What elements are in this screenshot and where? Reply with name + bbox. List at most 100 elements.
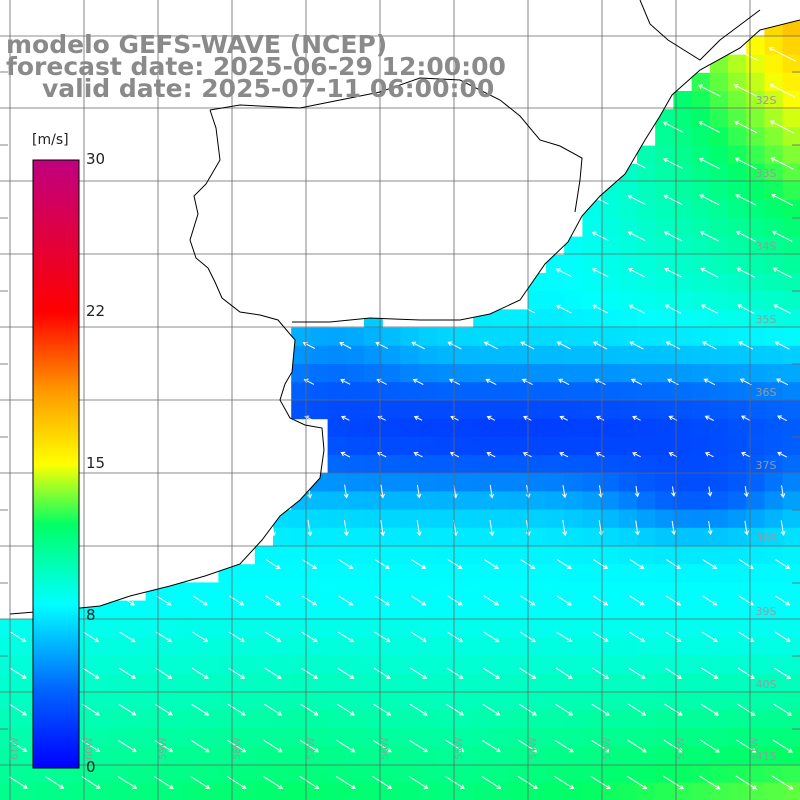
wind-speed-cell (527, 509, 547, 529)
lat-label: 37S (756, 459, 777, 472)
wind-speed-cell (546, 764, 565, 784)
wind-arrow (592, 341, 608, 350)
wind-speed-cell (746, 473, 765, 492)
wind-arrow (559, 415, 568, 421)
wind-speed-cell (655, 291, 674, 310)
wind-speed-cell (509, 673, 529, 693)
wind-speed-cell (382, 764, 401, 784)
wind-speed-cell (764, 218, 784, 238)
wind-speed-cell (637, 564, 656, 583)
wind-speed-cell (691, 600, 711, 620)
wind-speed-cell (582, 782, 602, 800)
wind-speed-cell (655, 491, 674, 511)
wind-speed-cell (91, 637, 110, 656)
wind-speed-cell (345, 673, 365, 693)
wind-speed-cell (728, 673, 747, 693)
wind-arrow (772, 267, 792, 278)
wind-speed-cell (491, 436, 511, 456)
wind-speed-cell (691, 145, 711, 165)
wind-speed-cell (400, 527, 420, 547)
wind-arrow (483, 595, 500, 606)
wind-speed-cell (509, 473, 529, 492)
wind-speed-cell (655, 746, 674, 765)
wind-arrow (9, 703, 28, 716)
wind-speed-cell (382, 436, 401, 456)
wind-speed-cell (564, 673, 583, 693)
wind-arrow (155, 631, 172, 643)
wind-speed-cell (382, 473, 401, 492)
wind-speed-cell (527, 564, 547, 583)
wind-speed-cell (546, 655, 565, 674)
wind-speed-cell (746, 163, 765, 183)
wind-speed-cell (728, 309, 747, 329)
wind-speed-cell (728, 764, 747, 784)
wind-arrow (556, 559, 572, 569)
wind-speed-cell (200, 691, 219, 711)
wind-speed-cell (400, 455, 420, 474)
wind-speed-cell (455, 400, 474, 420)
wind-speed-cell (418, 527, 438, 547)
wind-arrow (740, 451, 751, 458)
wind-speed-cell (491, 673, 511, 693)
wind-speed-cell (564, 600, 583, 620)
wind-speed-cell (691, 728, 711, 747)
wind-speed-cell (691, 418, 711, 438)
wind-speed-cell (527, 527, 547, 547)
wind-speed-cell (637, 273, 656, 292)
wind-speed-cell (709, 709, 729, 729)
wind-speed-cell (0, 673, 19, 693)
wind-speed-cell (509, 491, 529, 511)
wind-speed-cell (709, 564, 729, 583)
wind-speed-cell (728, 455, 747, 474)
wind-speed-cell (546, 728, 565, 747)
wind-arrow (447, 595, 463, 606)
wind-speed-cell (473, 436, 492, 456)
wind-speed-cell (728, 637, 747, 656)
wind-speed-cell (764, 327, 784, 347)
wind-speed-cell (709, 182, 729, 201)
wind-speed-cell (418, 600, 438, 620)
wind-speed-cell (764, 509, 784, 529)
wind-speed-cell (345, 728, 365, 747)
wind-speed-cell (564, 764, 583, 784)
wind-speed-cell (473, 382, 492, 401)
wind-arrow (740, 415, 751, 422)
wind-arrow (81, 776, 101, 789)
wind-speed-cell (527, 582, 547, 602)
wind-speed-cell (109, 673, 128, 693)
wind-speed-cell (527, 764, 547, 784)
wind-speed-cell (673, 691, 693, 711)
wind-speed-cell (436, 746, 456, 765)
wind-speed-cell (728, 218, 747, 238)
wind-arrow (409, 703, 428, 716)
wind-speed-cell (600, 418, 620, 438)
wind-arrow (340, 451, 351, 458)
wind-speed-cell (273, 564, 292, 583)
wind-speed-cell (782, 91, 800, 110)
wind-speed-cell (728, 91, 747, 110)
title-forecast-date: forecast date: 2025-06-29 12:00:00 (6, 52, 506, 81)
wind-speed-cell (163, 655, 183, 674)
wind-speed-cell (163, 709, 183, 729)
wind-speed-cell (691, 509, 711, 529)
wind-speed-cell (455, 691, 474, 711)
wind-speed-cell (309, 382, 329, 401)
wind-speed-cell (600, 564, 620, 583)
wind-speed-cell (145, 764, 165, 784)
wind-speed-cell (491, 418, 511, 438)
wind-speed-cell (618, 400, 638, 420)
wind-speed-cell (655, 691, 674, 711)
wind-speed-cell (0, 691, 19, 711)
wind-arrow (483, 559, 500, 569)
wind-speed-cell (400, 746, 420, 765)
wind-speed-cell (618, 764, 638, 784)
wind-speed-cell (254, 728, 274, 747)
wind-speed-cell (327, 782, 347, 800)
wind-speed-cell (345, 400, 365, 420)
wind-arrow (772, 739, 793, 753)
wind-speed-cell (637, 327, 656, 347)
wind-speed-cell (582, 400, 602, 420)
wind-speed-cell (728, 418, 747, 438)
wind-arrow (337, 631, 355, 643)
wind-speed-cell (436, 473, 456, 492)
